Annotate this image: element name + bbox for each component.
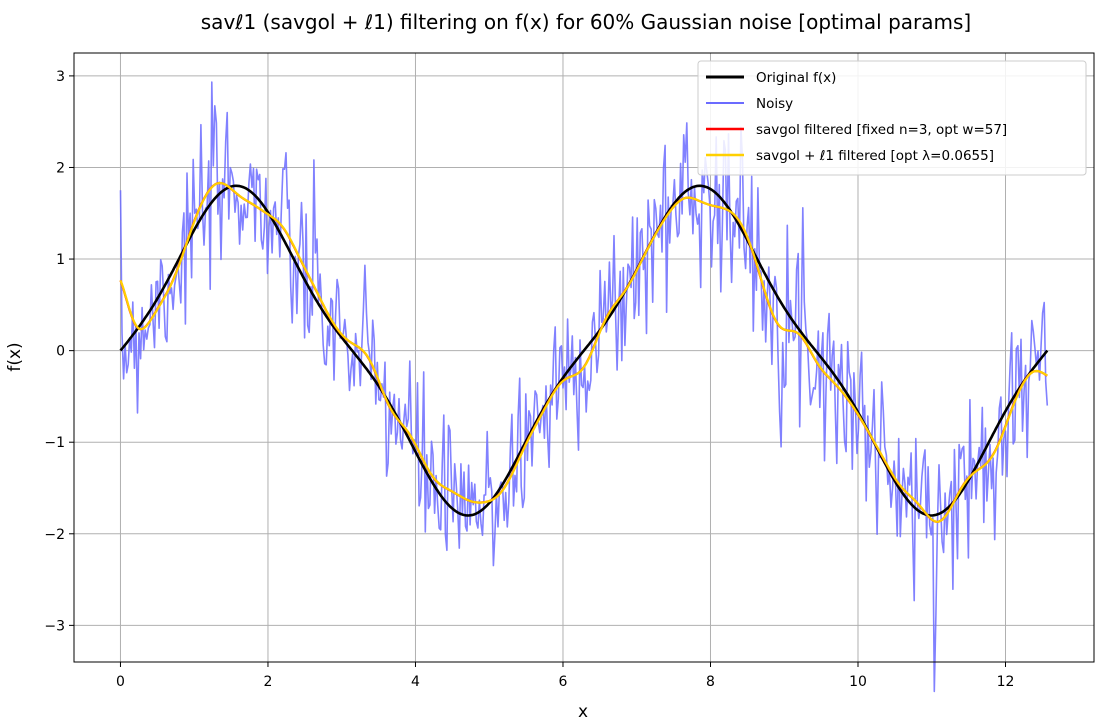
x-tick-label: 10 (849, 674, 867, 690)
legend-entry: savgol filtered [fixed n=3, opt w=57] (756, 122, 1007, 138)
y-tick-label: 3 (56, 69, 65, 85)
x-tick-label: 0 (116, 674, 125, 690)
y-tick-label: −1 (44, 435, 65, 451)
x-tick-label: 8 (706, 674, 715, 690)
x-tick-label: 6 (559, 674, 568, 690)
x-axis-label: x (578, 702, 588, 722)
legend: Original f(x) Noisy savgol filtered [fixed… (697, 60, 1087, 176)
x-tick-label: 12 (997, 674, 1015, 690)
x-tick-label: 2 (264, 674, 273, 690)
y-tick-label: −3 (44, 618, 65, 634)
chart-title: savℓ1 (savgol + ℓ1) filtering on f(x) fo… (201, 10, 971, 34)
y-tick-label: 1 (56, 252, 65, 268)
series-line-original (119, 184, 1049, 517)
y-tick-label: −2 (44, 527, 65, 543)
series-line-savgol-l1 (119, 181, 1048, 523)
y-axis-label: f(x) (5, 342, 25, 371)
legend-entry: Original f(x) (756, 70, 836, 86)
x-tick-label: 4 (411, 674, 420, 690)
y-tick-label: 0 (56, 344, 65, 360)
legend-entry: Noisy (756, 96, 793, 112)
legend-box (697, 60, 1087, 176)
plot-area (119, 81, 1049, 693)
series-line-noisy (119, 81, 1049, 693)
legend-entry: savgol + ℓ1 filtered [opt λ=0.0655] (756, 148, 994, 164)
y-tick-label: 2 (56, 160, 65, 176)
axes-frame (73, 52, 1095, 663)
